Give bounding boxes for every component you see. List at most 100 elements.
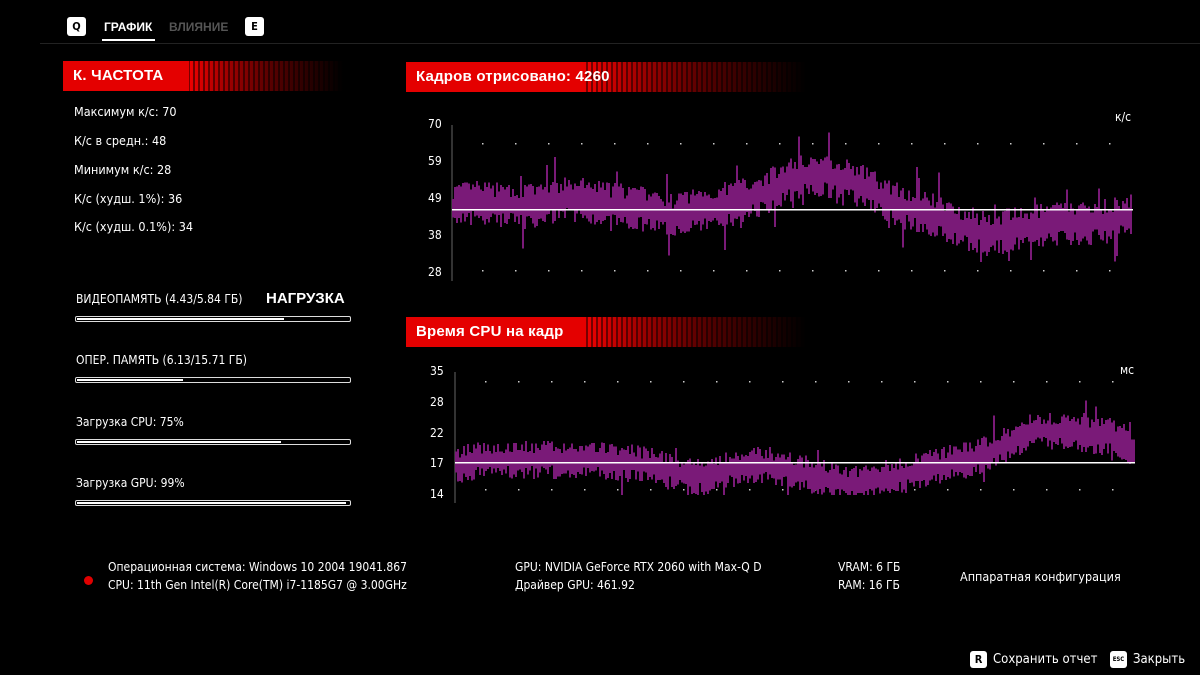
- driver-info: Драйвер GPU: 461.92: [515, 578, 635, 592]
- load-label: ОПЕР. ПАМЯТЬ (6.13/15.71 ГБ): [76, 353, 247, 367]
- y-tick-label: 22: [430, 425, 444, 440]
- grid-dot: [812, 270, 814, 272]
- grid-dot: [782, 489, 784, 491]
- grid-dot: [584, 489, 586, 491]
- load-label: Загрузка GPU: 99%: [76, 476, 185, 490]
- grid-dot: [1046, 489, 1048, 491]
- load-bar-fill: [77, 379, 184, 381]
- grid-dot: [947, 381, 949, 383]
- grid-dot: [947, 489, 949, 491]
- grid-dot: [1112, 489, 1114, 491]
- grid-dot: [848, 489, 850, 491]
- grid-dot: [779, 143, 781, 145]
- grid-dot: [980, 381, 982, 383]
- grid-dot: [650, 489, 652, 491]
- grid-dot: [1013, 381, 1015, 383]
- grid-dot: [848, 381, 850, 383]
- grid-dot: [482, 270, 484, 272]
- cpu-info: CPU: 11th Gen Intel(R) Core(TM) i7-1185G…: [108, 578, 407, 592]
- y-tick-label: 38: [428, 228, 442, 242]
- grid-dot: [581, 143, 583, 145]
- grid-dot: [911, 270, 913, 272]
- grid-dot: [878, 270, 880, 272]
- tab-graph[interactable]: ГРАФИК: [104, 20, 153, 34]
- grid-dot: [650, 381, 652, 383]
- stat-max-fps: Максимум к/с: 70: [74, 104, 177, 119]
- grid-dot: [977, 143, 979, 145]
- grid-dot: [614, 143, 616, 145]
- stat-1pct-low: К/с (худш. 1%): 36: [74, 191, 183, 206]
- grid-dot: [1046, 381, 1048, 383]
- grid-dot: [515, 270, 517, 272]
- grid-dot: [1076, 270, 1078, 272]
- grid-dot: [977, 270, 979, 272]
- stat-avg-fps: К/с в средн.: 48: [74, 133, 167, 148]
- grid-dot: [551, 381, 553, 383]
- load-bar: [75, 377, 351, 383]
- y-tick-label: 49: [428, 191, 442, 205]
- grid-dot: [548, 143, 550, 145]
- grid-dot: [713, 143, 715, 145]
- grid-dot: [746, 270, 748, 272]
- load-label: Загрузка CPU: 75%: [76, 415, 184, 429]
- gpu-info: GPU: NVIDIA GeForce RTX 2060 with Max-Q …: [515, 560, 762, 574]
- grid-dot: [1109, 270, 1111, 272]
- grid-dot: [1079, 381, 1081, 383]
- ram-info: RAM: 16 ГБ: [838, 578, 900, 592]
- grid-dot: [845, 270, 847, 272]
- load-bar: [75, 439, 351, 445]
- system-info-left: Операционная система: Windows 10 2004 19…: [108, 558, 407, 594]
- grid-dot: [782, 381, 784, 383]
- close-button[interactable]: Закрыть: [1133, 652, 1186, 667]
- load-bar-fill: [77, 318, 284, 320]
- tab-impact[interactable]: ВЛИЯНИЕ: [169, 20, 229, 34]
- grid-dot: [1112, 381, 1114, 383]
- y-tick-label: 17: [430, 456, 444, 471]
- y-tick-label: 70: [428, 117, 442, 131]
- grid-dot: [911, 143, 913, 145]
- hardware-config-button[interactable]: Аппаратная конфигурация: [960, 569, 1121, 584]
- grid-dot: [485, 381, 487, 383]
- load-title: НАГРУЗКА: [266, 290, 345, 307]
- grid-dot: [614, 270, 616, 272]
- grid-dot: [779, 270, 781, 272]
- stat-01pct-low: К/с (худш. 0.1%): 34: [74, 219, 194, 234]
- grid-dot: [815, 381, 817, 383]
- prev-tab-key-q[interactable]: Q: [67, 17, 86, 36]
- grid-dot: [716, 489, 718, 491]
- grid-dot: [815, 489, 817, 491]
- grid-dot: [1010, 143, 1012, 145]
- grid-dot: [1013, 489, 1015, 491]
- stat-min-fps: Минимум к/с: 28: [74, 162, 172, 177]
- cpu-unit: мс: [1120, 363, 1135, 377]
- grid-dot: [584, 381, 586, 383]
- grid-dot: [617, 489, 619, 491]
- load-bar-fill: [77, 502, 347, 504]
- y-tick-label: 14: [430, 487, 444, 501]
- os-info: Операционная система: Windows 10 2004 19…: [108, 560, 407, 574]
- grid-dot: [518, 489, 520, 491]
- grid-dot: [1109, 143, 1111, 145]
- grid-dot: [845, 143, 847, 145]
- y-tick-label: 28: [428, 265, 442, 279]
- grid-dot: [944, 270, 946, 272]
- y-tick-label: 59: [428, 154, 442, 168]
- active-tab-underline: [102, 39, 155, 41]
- y-tick-label: 28: [430, 394, 444, 409]
- grid-dot: [716, 381, 718, 383]
- grid-dot: [680, 270, 682, 272]
- grid-dot: [1043, 143, 1045, 145]
- grid-dot: [914, 489, 916, 491]
- next-tab-key-e[interactable]: E: [245, 17, 264, 36]
- save-report-button[interactable]: Сохранить отчет: [993, 652, 1098, 667]
- grid-dot: [548, 270, 550, 272]
- grid-dot: [680, 143, 682, 145]
- grid-dot: [914, 381, 916, 383]
- fps-unit: к/с: [1115, 110, 1132, 124]
- grid-dot: [746, 143, 748, 145]
- grid-dot: [518, 381, 520, 383]
- grid-dot: [1079, 489, 1081, 491]
- cpu-chart-title: Время CPU на кадр: [416, 323, 564, 340]
- grid-dot: [749, 489, 751, 491]
- y-tick-label: 35: [430, 364, 444, 378]
